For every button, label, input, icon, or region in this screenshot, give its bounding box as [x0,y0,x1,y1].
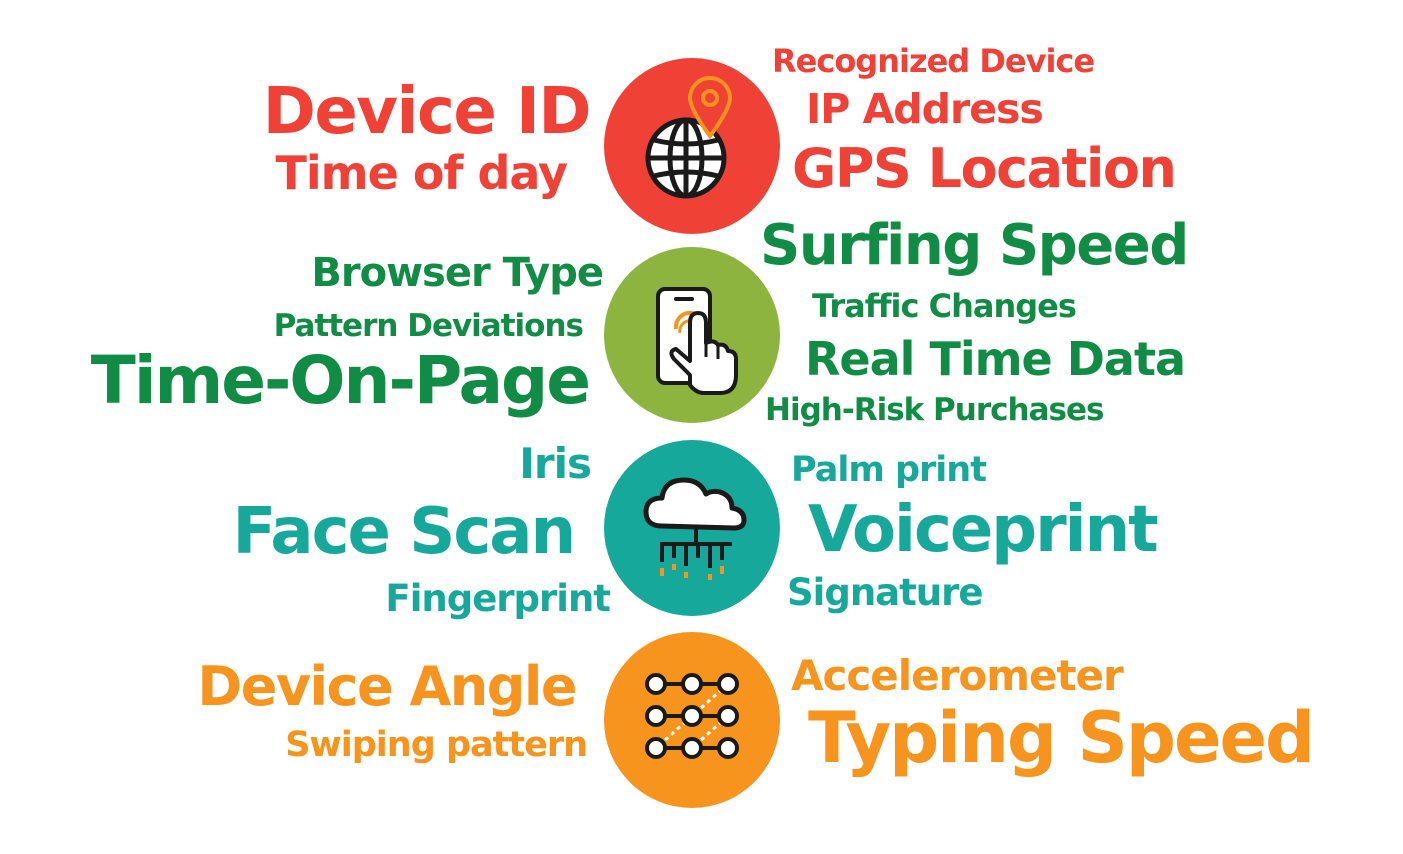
touch-phone-icon [656,287,738,395]
term-recognized-device: Recognized Device [772,42,1095,80]
term-gps-location: GPS Location [792,137,1177,200]
term-palm-print: Palm print [791,450,987,490]
term-signature: Signature [787,571,983,614]
cloud-data-icon [643,477,747,580]
biometric-circle [604,440,780,616]
term-swiping-pattern: Swiping pattern [285,725,588,765]
globe-pin-icon [645,76,733,199]
term-time-of-day: Time of day [275,146,568,200]
motion-circle [604,632,780,808]
term-device-id: Device ID [262,75,592,149]
term-device-angle: Device Angle [197,655,577,718]
term-time-on-page: Time-On-Page [90,342,591,419]
term-iris: Iris [519,439,592,488]
location-circle [604,58,780,234]
term-fingerprint: Fingerprint [385,577,611,620]
term-browser-type: Browser Type [311,250,604,296]
term-ip-address: IP Address [806,85,1044,133]
term-pattern-deviations: Pattern Deviations [273,308,584,344]
behavior-circle [604,247,780,423]
term-typing-speed: Typing Speed [808,697,1315,779]
term-real-time-data: Real Time Data [805,332,1186,386]
pattern-grid-icon [645,673,739,759]
term-surfing-speed: Surfing Speed [760,213,1189,278]
term-accelerometer: Accelerometer [791,651,1124,700]
term-traffic-changes: Traffic Changes [812,287,1077,325]
term-high-risk-purchases: High-Risk Purchases [765,392,1104,428]
term-face-scan: Face Scan [232,495,576,569]
term-voiceprint: Voiceprint [808,493,1159,567]
